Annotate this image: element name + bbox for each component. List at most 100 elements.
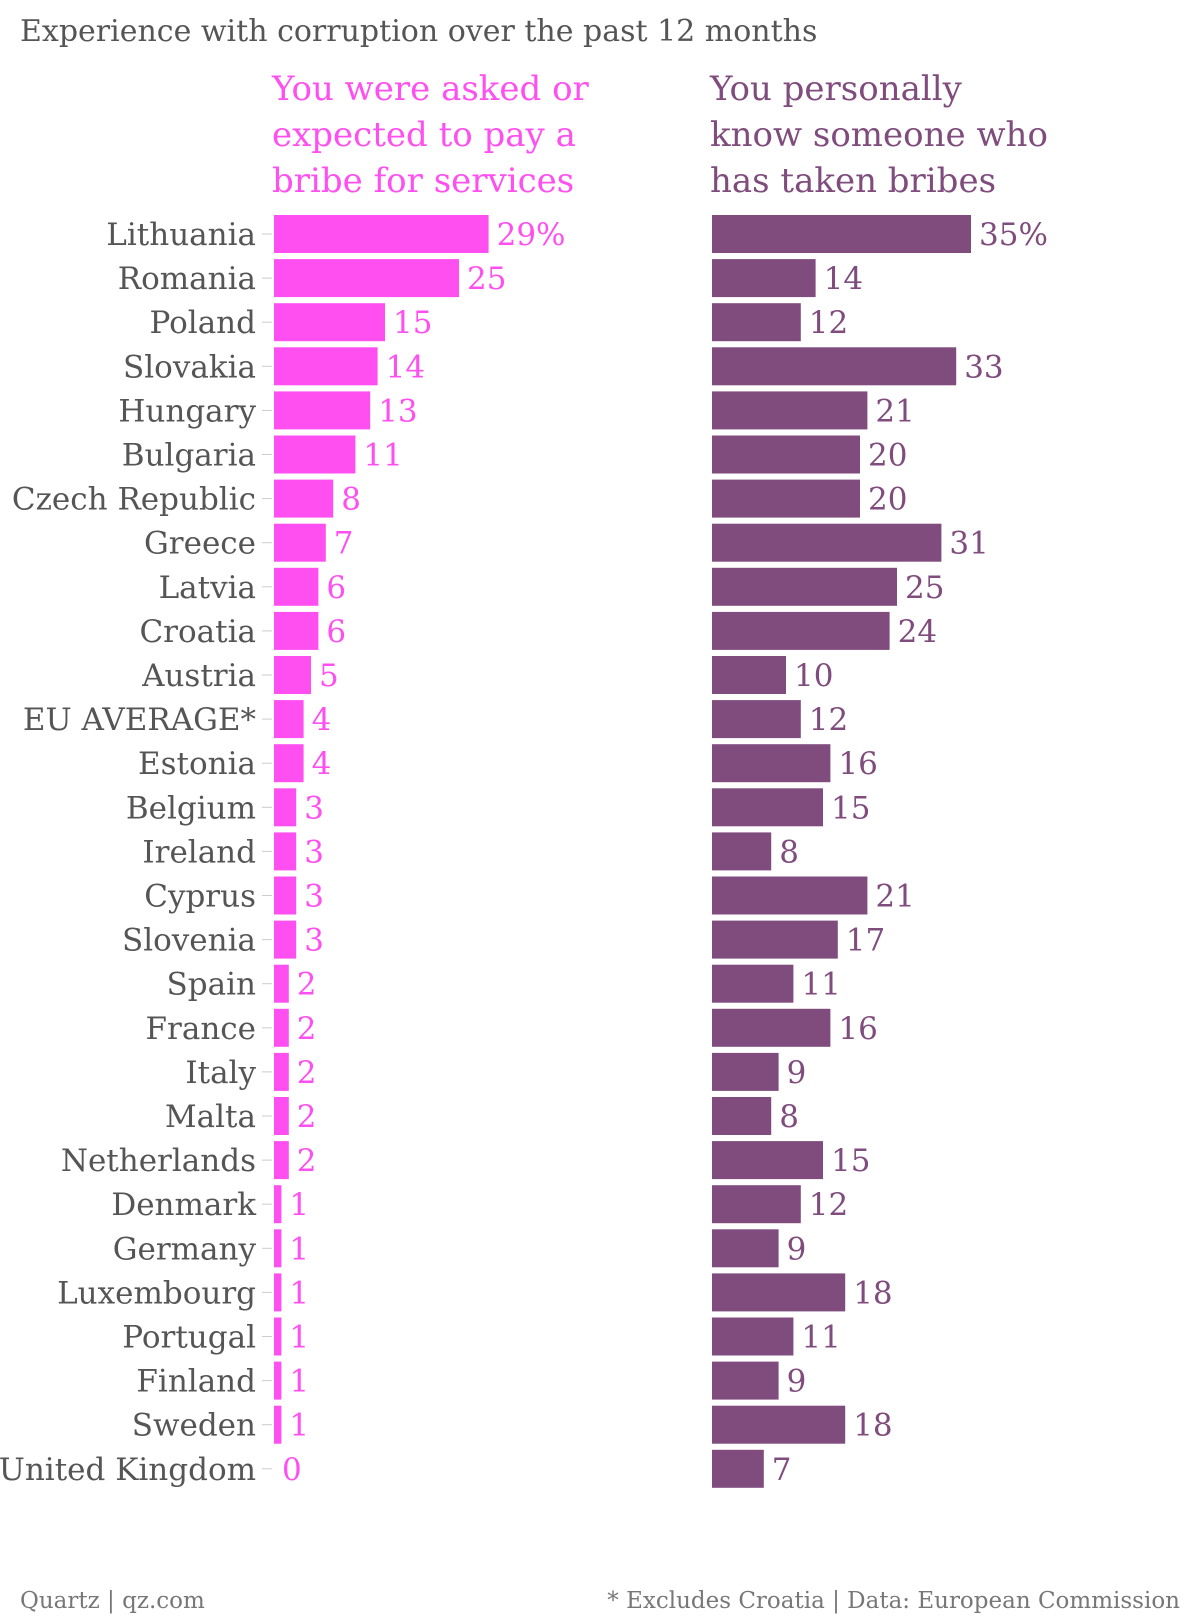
value-label-series1: 6	[326, 570, 346, 606]
category-label: Netherlands	[61, 1143, 256, 1179]
footer-source: Quartz | qz.com	[20, 1588, 205, 1614]
category-label: Estonia	[138, 746, 256, 782]
value-label-series2: 16	[838, 746, 877, 782]
category-label: Luxembourg	[57, 1275, 256, 1311]
category-label: France	[146, 1011, 256, 1047]
category-label: Ireland	[142, 834, 256, 870]
category-label: Croatia	[139, 614, 256, 650]
chart-row: Czech Republic 8 20	[12, 479, 907, 518]
bar-series2	[712, 1185, 801, 1224]
bar-series1	[274, 1008, 289, 1047]
bar-series2	[712, 1405, 846, 1444]
chart-row: Portugal 1 11	[122, 1317, 841, 1356]
chart-title: Experience with corruption over the past…	[20, 14, 817, 49]
value-label-series1: 3	[304, 834, 324, 870]
chart-row: Slovakia 14 33	[123, 347, 1004, 386]
bar-series1	[274, 1361, 282, 1400]
category-label: Sweden	[132, 1408, 256, 1444]
chart-row: Italy 2 9	[185, 1052, 807, 1091]
chart-row: Latvia 6 25	[159, 567, 944, 606]
value-label-series2: 25	[905, 570, 944, 606]
bar-series1	[274, 1317, 282, 1356]
bar-series1	[274, 744, 304, 783]
value-label-series2: 15	[831, 1143, 870, 1179]
series1-header-line: expected to pay a	[272, 115, 576, 155]
bar-series2	[712, 611, 890, 650]
value-label-series1: 1	[289, 1231, 309, 1267]
chart-row: Ireland 3 8	[142, 832, 799, 871]
category-label: Austria	[141, 658, 256, 694]
category-label: Belgium	[126, 790, 256, 826]
chart-row: Hungary 13 21	[118, 391, 915, 430]
value-label-series2: 35%	[979, 217, 1048, 253]
bar-series2	[712, 832, 772, 871]
value-label-series2: 11	[801, 967, 840, 1003]
chart-row: France 2 16	[146, 1008, 878, 1047]
category-label: Romania	[118, 261, 256, 297]
value-label-series2: 10	[794, 658, 833, 694]
value-label-series2: 9	[787, 1055, 807, 1091]
category-label: Italy	[185, 1055, 256, 1091]
bar-series1	[274, 832, 297, 871]
value-label-series1: 5	[319, 658, 339, 694]
bar-series2	[712, 259, 816, 298]
bar-series1	[274, 215, 489, 253]
bar-series1	[274, 1185, 282, 1224]
category-label: Poland	[150, 305, 256, 341]
value-label-series2: 18	[853, 1408, 892, 1444]
bar-series1	[274, 1052, 289, 1091]
chart-row: Poland 15 12	[150, 303, 848, 342]
bar-series2	[712, 391, 868, 430]
series2-header: You personally know someone who has taken …	[709, 69, 1048, 201]
chart-row: Denmark 1 12	[111, 1185, 848, 1224]
chart-row: Malta 2 8	[165, 1097, 799, 1135]
value-label-series1: 6	[326, 614, 346, 650]
chart-row: Germany 1 9	[113, 1229, 806, 1268]
bar-series1	[274, 788, 297, 827]
value-label-series2: 8	[779, 1099, 799, 1135]
value-label-series2: 24	[898, 614, 937, 650]
category-label: Slovenia	[122, 923, 256, 959]
value-label-series2: 17	[846, 923, 885, 959]
value-label-series1: 13	[378, 393, 417, 429]
chart-row: Lithuania 29% 35%	[106, 215, 1048, 253]
category-label: Malta	[165, 1099, 256, 1135]
value-label-series2: 15	[831, 790, 870, 826]
value-label-series1: 25	[467, 261, 506, 297]
bar-series1	[274, 876, 297, 915]
bar-series1	[274, 523, 326, 562]
value-label-series1: 3	[304, 879, 324, 915]
category-label: Czech Republic	[12, 482, 256, 518]
chart-row: Finland 1 9	[136, 1361, 806, 1400]
bar-series1	[274, 479, 334, 518]
bar-series2	[712, 1097, 772, 1135]
bar-series2	[712, 920, 838, 959]
value-label-series2: 18	[853, 1275, 892, 1311]
bar-series2	[712, 1052, 779, 1091]
bar-series1	[274, 1229, 282, 1268]
chart-row: Netherlands 2 15	[61, 1141, 870, 1180]
bar-series2	[712, 1449, 764, 1488]
bar-series2	[712, 567, 897, 606]
value-label-series1: 1	[289, 1408, 309, 1444]
bar-series1	[274, 700, 304, 739]
bar-series2	[712, 656, 786, 694]
bar-series1	[274, 611, 319, 650]
category-label: Bulgaria	[122, 438, 256, 474]
value-label-series2: 14	[824, 261, 863, 297]
value-label-series1: 11	[363, 438, 402, 474]
category-label: Spain	[167, 967, 256, 1003]
bar-series2	[712, 700, 801, 739]
value-label-series1: 29%	[497, 217, 566, 253]
value-label-series1: 7	[334, 526, 354, 562]
series1-header-line: You were asked or	[271, 69, 590, 109]
bar-series1	[274, 656, 311, 694]
category-label: Hungary	[118, 393, 256, 429]
value-label-series2: 31	[949, 526, 988, 562]
category-label: Slovakia	[123, 349, 256, 385]
value-label-series1: 2	[297, 1099, 317, 1135]
bar-series2	[712, 523, 942, 562]
bar-series2	[712, 1361, 779, 1400]
value-label-series1: 2	[297, 1055, 317, 1091]
